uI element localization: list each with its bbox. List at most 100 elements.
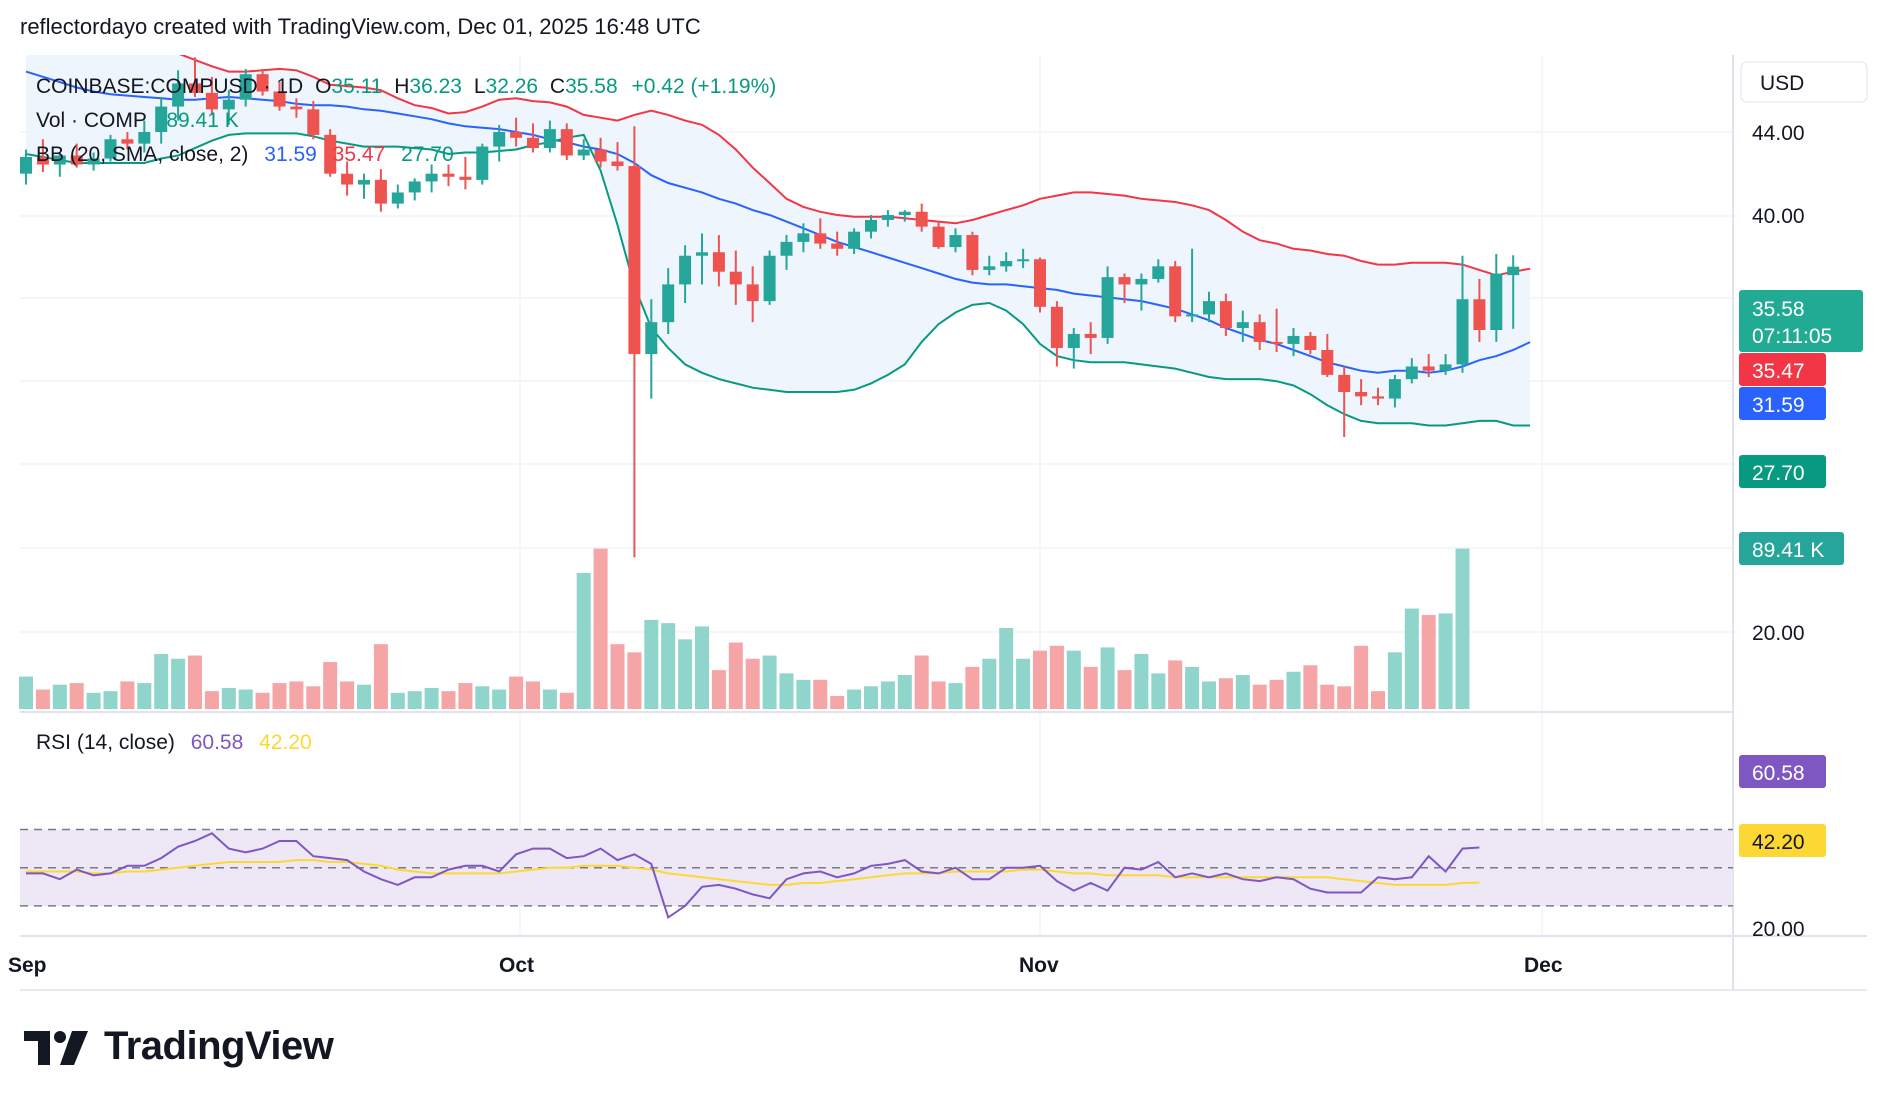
candle-body (239, 74, 252, 100)
candle-body (543, 129, 556, 149)
candle-body (1050, 306, 1063, 348)
candle-body (611, 161, 624, 167)
volume-bar (526, 681, 540, 709)
volume-bar (1168, 660, 1183, 709)
volume-bar (644, 619, 659, 709)
volume-bar (1083, 666, 1098, 709)
legend-volume[interactable]: Vol · COMP 89.41 K (36, 109, 239, 132)
svg-text:89.41 K: 89.41 K (1752, 539, 1824, 562)
candle-body (374, 179, 387, 204)
x-label-sep: Sep (8, 954, 47, 977)
price-scale[interactable]: USD 44.00 40.00 20.00 20.00 35.58 07:11:… (1739, 61, 1868, 941)
volume-badge: 89.41 K (1739, 532, 1844, 565)
price-badge: 35.58 07:11:05 (1739, 290, 1863, 352)
time-axis[interactable]: Sep Oct Nov Dec (8, 954, 1563, 977)
bb-upper-line (179, 55, 1531, 277)
candle-body (1118, 277, 1131, 285)
rsi-tick: 20.00 (1752, 918, 1805, 941)
volume-bar (492, 689, 507, 709)
volume-bar (1185, 666, 1200, 709)
volume-bar (1033, 650, 1047, 709)
volume-bar (542, 689, 557, 709)
volume-bar (1049, 645, 1064, 709)
candle-body (1270, 341, 1283, 344)
volume-bar (779, 673, 794, 709)
candle-body (510, 132, 523, 138)
price-tick: 44.00 (1752, 122, 1805, 145)
volume-bar (627, 652, 642, 709)
candle-body (189, 83, 201, 93)
candle-body (814, 233, 827, 244)
volume-bar (306, 686, 321, 709)
volume-bar (424, 687, 439, 709)
rsi-pane (20, 828, 1733, 919)
volume-bar (695, 626, 709, 709)
volume-bar (1218, 678, 1233, 709)
bb-fill (26, 55, 1531, 426)
candle-body (87, 158, 100, 165)
volume-bar (1151, 673, 1166, 709)
volume-bar (1387, 652, 1402, 709)
volume-bar (559, 692, 574, 709)
volume-bar (390, 692, 405, 709)
candle-body (121, 139, 134, 144)
price-tick: 40.00 (1752, 205, 1805, 228)
legend-symbol[interactable]: COINBASE:COMPUSD · 1D O35.11 H36.23 L32.… (36, 75, 776, 98)
volume-bar (171, 658, 186, 709)
candle-body (1203, 301, 1215, 315)
volume-bar (982, 658, 997, 709)
candle-body (1287, 335, 1300, 344)
volume-bar (204, 691, 219, 709)
volume-bar (154, 653, 169, 709)
volume-bar (864, 686, 878, 709)
volume-bar (188, 655, 202, 709)
volume-bar (1320, 684, 1335, 709)
candle-body (273, 91, 286, 107)
volume-bar (103, 691, 118, 709)
candle-body (1321, 350, 1334, 375)
volume-bar (661, 623, 676, 709)
svg-text:Vol · COMP 89.41 K: Vol · COMP 89.41 K (36, 109, 239, 132)
volume-bar (1455, 548, 1470, 709)
candle-body (1422, 366, 1435, 371)
candle-body (1000, 261, 1013, 267)
candle-body (712, 252, 725, 272)
candle-body (1456, 299, 1469, 365)
volume-bar (1354, 645, 1369, 709)
x-label-dec: Dec (1524, 954, 1563, 977)
volume-bar (120, 681, 135, 709)
candle-body (932, 226, 945, 248)
volume-bar (272, 683, 287, 709)
legend-rsi[interactable]: RSI (14, close) 60.58 42.20 (36, 731, 312, 754)
volume-bar (830, 696, 845, 709)
volume-bar (1100, 647, 1115, 709)
volume-bar (897, 674, 912, 709)
candle-body (898, 211, 911, 216)
candle-body (476, 146, 489, 180)
candle-body (594, 149, 607, 162)
candle-body (797, 233, 810, 242)
candle-body (358, 179, 370, 185)
currency-label[interactable]: USD (1760, 72, 1804, 95)
volume-bar (458, 683, 473, 709)
candle-body (155, 106, 168, 132)
volume-bar (1066, 650, 1081, 709)
tradingview-logo: TradingView (22, 1024, 334, 1069)
currency-selector[interactable] (1740, 61, 1868, 103)
volume-bar (728, 642, 743, 709)
candle-body (1338, 374, 1351, 393)
candle-body (172, 83, 185, 107)
volume-bar (357, 684, 371, 709)
candle-body (1017, 259, 1030, 262)
legend-bb[interactable]: BB (20, SMA, close, 2) 31.59 35.47 27.70 (36, 143, 454, 166)
candle-body (1388, 379, 1401, 399)
svg-text:42.20: 42.20 (1752, 831, 1805, 854)
candle-body (831, 243, 844, 249)
price-badge-value: 35.58 (1752, 298, 1805, 321)
candle-body (324, 134, 337, 174)
candle-body (780, 241, 793, 256)
candle-body (391, 192, 404, 204)
svg-text:60.58: 60.58 (1752, 762, 1805, 785)
x-label-oct: Oct (499, 954, 534, 977)
